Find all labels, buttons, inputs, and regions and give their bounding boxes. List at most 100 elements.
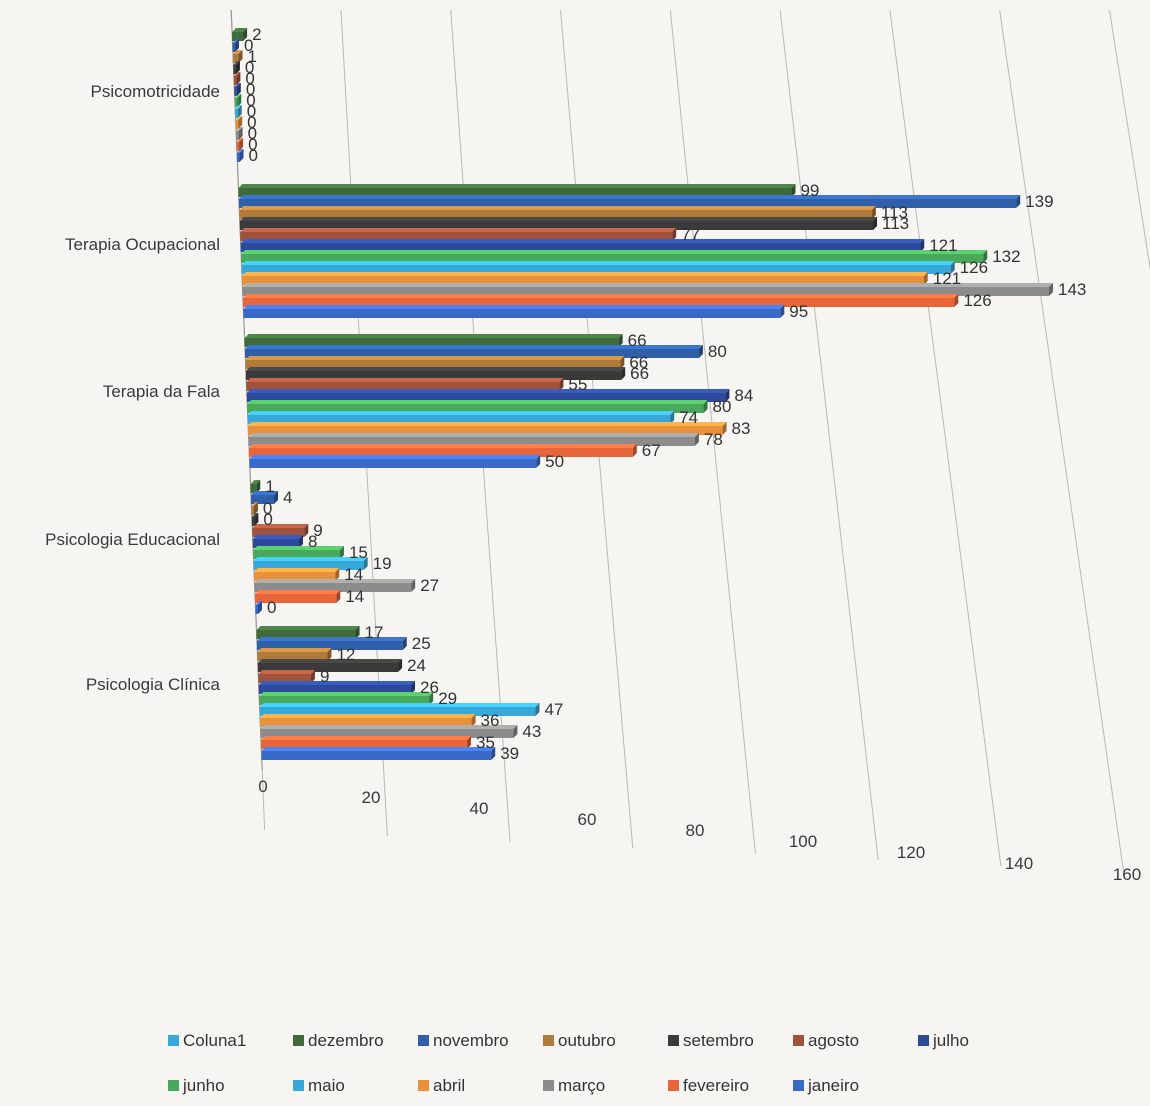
bar [255, 601, 262, 614]
data-label: 27 [420, 576, 439, 595]
data-label: 139 [1025, 192, 1053, 211]
legend: Coluna1 dezembro novembro outubro setembro ag… [168, 1031, 969, 1095]
gridline [1108, 9, 1150, 271]
data-label: 0 [249, 146, 258, 165]
data-label: 126 [963, 291, 991, 310]
data-label: 0 [245, 69, 254, 88]
data-label: 17 [365, 623, 384, 642]
legend-swatch [668, 1080, 679, 1091]
x-tick-label: 20 [362, 788, 381, 807]
bar [255, 590, 341, 603]
data-label: 24 [407, 656, 426, 675]
legend-item: março [543, 1076, 605, 1095]
x-tick-label: 60 [578, 810, 597, 829]
bar [236, 127, 243, 140]
legend-item: agosto [793, 1031, 859, 1050]
bar [233, 72, 241, 85]
x-tick-labels: 0 20 40 60 80 100 120 140 160 [258, 777, 1141, 884]
legend-swatch [668, 1035, 679, 1046]
data-label: 66 [630, 364, 649, 383]
data-label: 19 [373, 554, 392, 573]
bar [260, 736, 472, 749]
data-label: 121 [929, 236, 957, 255]
legend-label: dezembro [308, 1031, 384, 1050]
legend-swatch [293, 1035, 304, 1046]
legend-label: abril [433, 1076, 465, 1095]
data-label: 14 [344, 565, 363, 584]
legend-label: setembro [683, 1031, 754, 1050]
data-label: 0 [248, 124, 257, 143]
data-label: 143 [1058, 280, 1086, 299]
gridline [779, 9, 879, 861]
category-labels: Psicomotricidade Terapia Ocupacional Terap… [45, 82, 220, 694]
legend-label: agosto [808, 1031, 859, 1050]
data-label: 0 [244, 36, 253, 55]
bar [250, 480, 261, 493]
legend-swatch [918, 1035, 929, 1046]
legend-swatch [543, 1035, 554, 1046]
legend-swatch [168, 1080, 179, 1091]
data-label: 83 [732, 419, 751, 438]
data-label: 95 [789, 302, 808, 321]
data-label: 0 [248, 135, 257, 154]
data-labels: 2010000000009913911311377121132126121143… [244, 25, 1086, 763]
bar [253, 546, 344, 559]
bar [257, 648, 332, 661]
bar [241, 250, 988, 263]
bar [240, 239, 925, 252]
legend-swatch [543, 1080, 554, 1091]
legend-item: outubro [543, 1031, 616, 1050]
x-tick-label: 140 [1005, 854, 1033, 873]
legend-item: dezembro [293, 1031, 384, 1050]
bar [252, 524, 309, 537]
legend-item: julho [918, 1031, 969, 1050]
bar [238, 184, 796, 197]
data-label: 113 [882, 214, 909, 233]
legend-label: janeiro [807, 1076, 859, 1095]
x-tick-label: 100 [789, 832, 817, 851]
category-label: Terapia Ocupacional [65, 235, 220, 254]
legend-label: maio [308, 1076, 345, 1095]
data-label: 9 [313, 521, 322, 540]
bar [242, 283, 1053, 296]
bar [257, 659, 403, 672]
data-label: 77 [681, 225, 700, 244]
bar [232, 50, 243, 63]
data-label: 55 [568, 375, 587, 394]
x-tick-label: 120 [897, 843, 925, 862]
bar [232, 39, 240, 52]
data-label: 1 [265, 477, 274, 496]
bar [256, 626, 360, 639]
x-tick-label: 40 [470, 799, 489, 818]
bar [259, 692, 434, 705]
legend-item: abril [418, 1076, 465, 1095]
bar [253, 557, 368, 570]
bar [258, 681, 416, 694]
data-label: 0 [245, 58, 254, 77]
data-label: 35 [476, 733, 495, 752]
data-label: 126 [960, 258, 988, 277]
x-tick-label: 0 [258, 777, 267, 796]
bar [258, 670, 315, 683]
data-label: 26 [420, 678, 439, 697]
data-label: 4 [283, 488, 292, 507]
bar [242, 294, 959, 307]
bar [236, 138, 244, 151]
legend-label: fevereiro [683, 1076, 749, 1095]
data-label: 0 [247, 102, 256, 121]
data-label: 0 [247, 113, 256, 132]
data-label: 113 [881, 203, 908, 222]
data-label: 9 [320, 667, 329, 686]
bar [235, 105, 242, 118]
data-label: 8 [308, 532, 317, 551]
data-label: 66 [629, 353, 648, 372]
bar [248, 433, 699, 446]
legend-label: junho [182, 1076, 225, 1095]
bar [252, 535, 303, 548]
data-label: 132 [992, 247, 1020, 266]
bar [234, 94, 242, 107]
bar [244, 334, 623, 347]
data-label: 15 [349, 543, 368, 562]
legend-item: novembro [418, 1031, 509, 1050]
data-label: 0 [267, 598, 276, 617]
